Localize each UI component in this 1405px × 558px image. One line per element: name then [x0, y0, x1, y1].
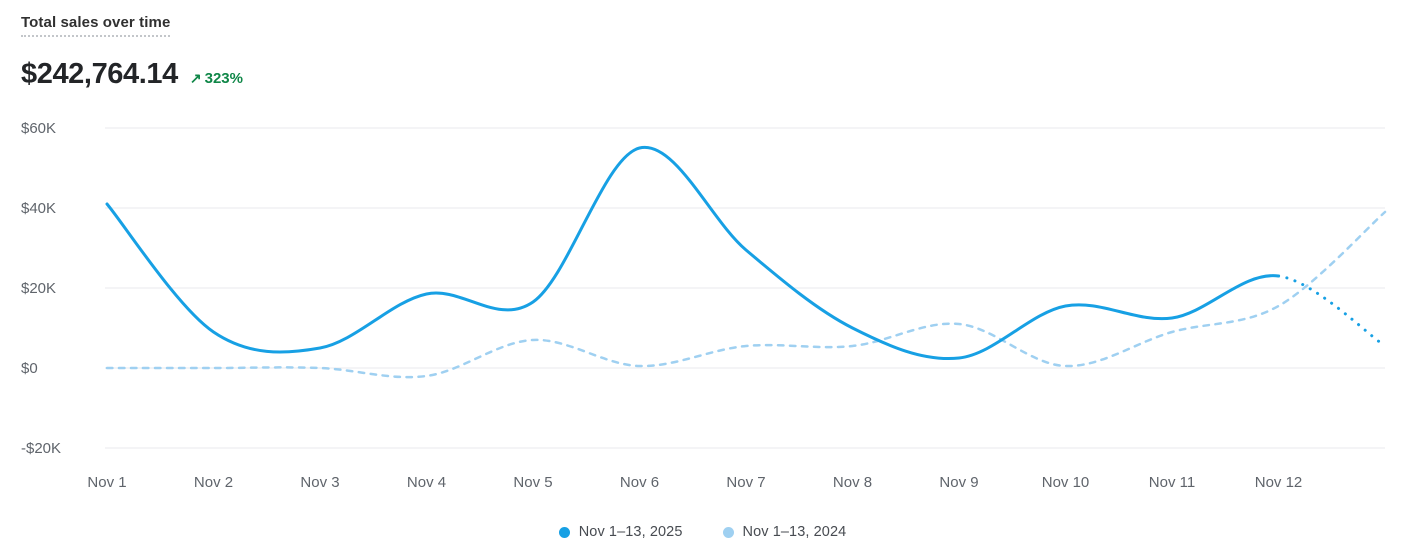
trend-badge: ↗ 323% — [190, 70, 243, 87]
x-tick-label: Nov 9 — [939, 474, 978, 491]
legend-label-2025: Nov 1–13, 2025 — [578, 524, 683, 540]
x-tick-label: Nov 11 — [1149, 474, 1195, 491]
legend-item-2025[interactable]: Nov 1–13, 2025 — [558, 524, 683, 540]
chart-legend: Nov 1–13, 2025 Nov 1–13, 2024 — [0, 524, 1405, 540]
legend-item-2024[interactable]: Nov 1–13, 2024 — [722, 524, 847, 540]
series-line-2024 — [105, 210, 1387, 379]
metric-value-row: $242,764.14 ↗ 323% — [21, 58, 243, 91]
legend-dot-2024-icon — [722, 526, 734, 538]
legend-dot-2025-icon — [558, 526, 570, 538]
y-tick-label: -$20K — [21, 440, 61, 457]
series-line-2025-projection — [1277, 274, 1387, 348]
y-tick-label: $40K — [21, 200, 56, 217]
series-line-2025 — [105, 145, 1280, 361]
x-tick-label: Nov 4 — [407, 474, 446, 491]
x-tick-label: Nov 2 — [194, 474, 233, 491]
x-tick-label: Nov 7 — [726, 474, 765, 491]
x-tick-label: Nov 3 — [300, 474, 339, 491]
trend-up-icon: ↗ — [189, 70, 202, 86]
x-tick-label: Nov 5 — [513, 474, 552, 491]
legend-label-2024: Nov 1–13, 2024 — [742, 524, 847, 540]
x-tick-label: Nov 12 — [1255, 474, 1303, 491]
y-tick-label: $20K — [21, 280, 56, 297]
page-title[interactable]: Total sales over time — [21, 14, 171, 37]
x-tick-label: Nov 8 — [833, 474, 872, 491]
y-tick-label: $60K — [21, 120, 56, 137]
x-tick-label: Nov 6 — [620, 474, 659, 491]
metric-value: $242,764.14 — [21, 58, 178, 90]
x-tick-label: Nov 1 — [87, 474, 126, 491]
x-tick-label: Nov 10 — [1042, 474, 1090, 491]
trend-percent: 323% — [204, 70, 243, 87]
metric-header: Total sales over time — [21, 14, 171, 37]
y-tick-label: $0 — [21, 360, 38, 377]
